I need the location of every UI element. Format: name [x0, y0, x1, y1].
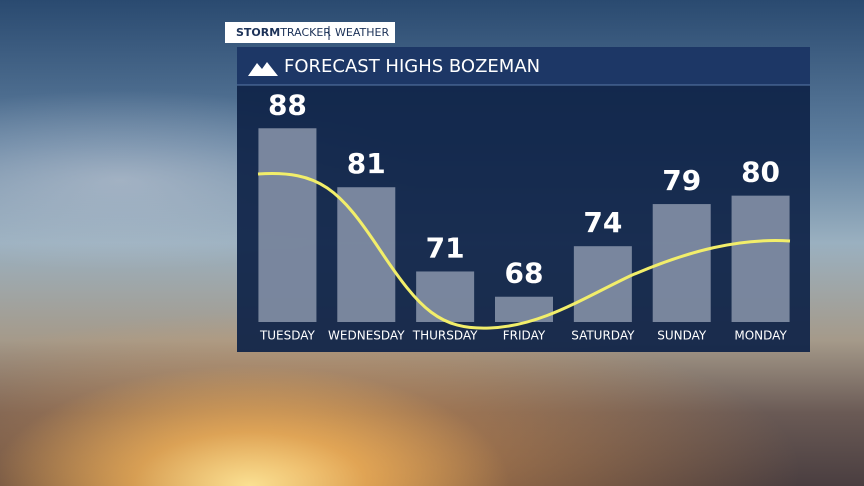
brand: STORMTRACKER: [236, 26, 331, 39]
brand-bold: STORM: [236, 26, 280, 39]
bar: [495, 296, 553, 322]
trend-curve: [257, 172, 791, 330]
x-tick-label: WEDNESDAY: [328, 329, 405, 343]
brand-light: TRACKER: [279, 26, 331, 39]
x-tick-label: MONDAY: [734, 329, 787, 343]
value-label: 80: [741, 156, 780, 189]
value-label: 74: [583, 206, 622, 239]
bar: [337, 187, 396, 322]
bar: [258, 128, 317, 322]
x-tick-label: SATURDAY: [571, 329, 635, 343]
title-bar: [237, 47, 810, 85]
x-tick-label: TUESDAY: [259, 329, 316, 343]
x-tick-label: SUNDAY: [657, 329, 707, 343]
plot: TUESDAY 88 WEDNESDAY 81 THURSDAY 71 FRIDAY 68 SA…: [258, 88, 790, 343]
value-label: 88: [268, 88, 307, 121]
value-label: 68: [505, 257, 544, 290]
bar: [731, 195, 790, 322]
value-label: 81: [347, 147, 386, 180]
bar: [416, 271, 475, 322]
mountain-logo: [248, 62, 278, 76]
section: WEATHER: [335, 26, 389, 39]
x-tick-label: THURSDAY: [412, 329, 478, 343]
bar: [573, 246, 632, 322]
value-label: 71: [426, 231, 465, 264]
brand-tab: [225, 22, 395, 43]
value-label: 79: [662, 164, 701, 197]
chart-title: FORECAST HIGHS BOZEMAN: [284, 56, 540, 77]
x-tick-label: FRIDAY: [503, 329, 546, 343]
